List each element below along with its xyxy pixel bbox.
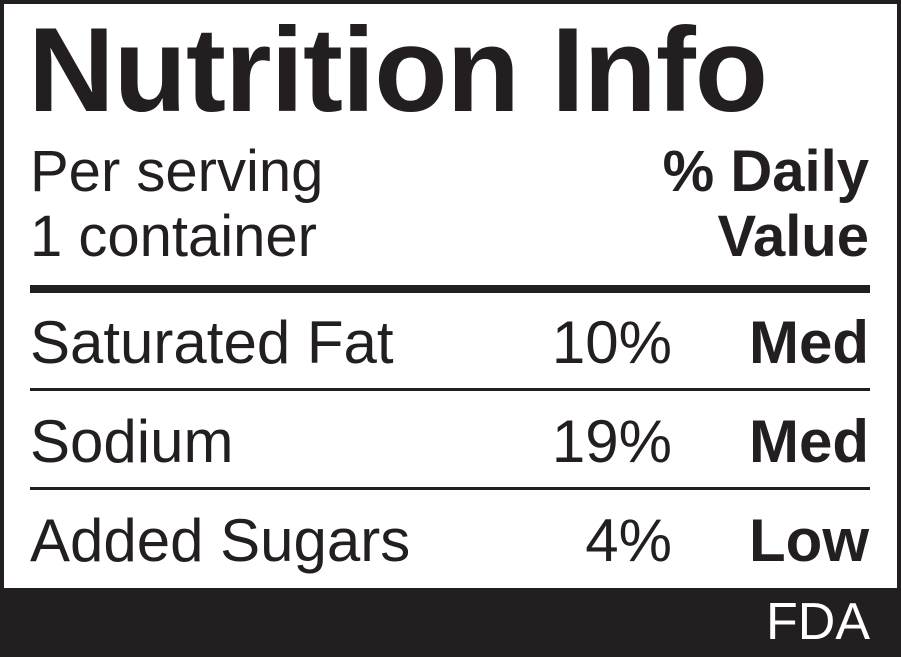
- fda-mark: FDA: [766, 593, 870, 651]
- nutrient-percent: 19%: [551, 408, 672, 475]
- daily-value-heading-2: Value: [717, 204, 869, 269]
- nutrient-level: Low: [749, 507, 869, 574]
- footer-bar: FDA: [0, 588, 901, 657]
- daily-value-heading-1: % Daily: [662, 139, 869, 204]
- row-divider: [30, 388, 870, 391]
- thick-divider: [30, 285, 870, 293]
- row-divider: [30, 487, 870, 490]
- nutrient-percent: 10%: [551, 309, 672, 376]
- nutrient-name: Saturated Fat: [30, 309, 394, 376]
- nutrient-level: Med: [749, 408, 869, 475]
- nutrient-name: Added Sugars: [30, 507, 411, 574]
- serving-line-2: 1 container: [30, 204, 317, 269]
- nutrient-name: Sodium: [30, 408, 234, 475]
- nutrient-level: Med: [749, 309, 869, 376]
- label-title: Nutrition Info: [28, 3, 768, 137]
- serving-line-1: Per serving: [30, 139, 324, 204]
- nutrient-percent: 4%: [585, 507, 672, 574]
